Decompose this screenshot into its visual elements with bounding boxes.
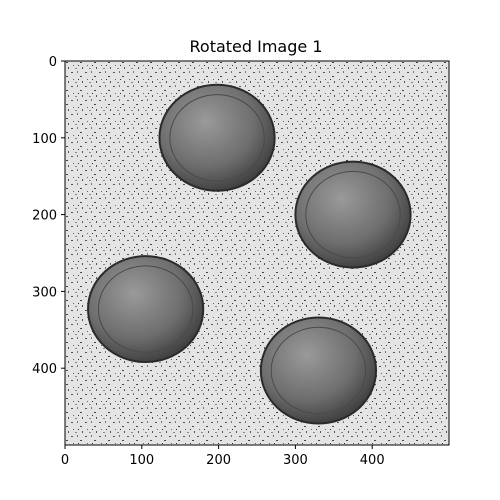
coin-rim — [270, 326, 367, 415]
x-tick-label: 400 — [360, 453, 385, 468]
coin-body — [294, 160, 412, 269]
coin-4 — [259, 316, 378, 425]
coin-1 — [158, 83, 276, 192]
x-tick-label: 200 — [206, 453, 231, 468]
coin-body — [158, 83, 276, 192]
chart-title: Rotated Image 1 — [190, 37, 323, 56]
y-tick-label: 200 — [32, 209, 57, 224]
x-tick-label: 0 — [61, 453, 69, 468]
coin-rim — [305, 170, 401, 259]
axes-frame — [64, 60, 450, 446]
y-tick-label: 400 — [32, 362, 57, 377]
coin-rim — [169, 94, 265, 182]
coin-3 — [87, 255, 205, 364]
plot-area — [65, 61, 449, 445]
coin-body — [87, 255, 205, 364]
coin-body — [259, 316, 378, 425]
x-tick-label: 100 — [129, 453, 154, 468]
coin-2 — [294, 160, 412, 269]
y-tick-label: 100 — [32, 132, 57, 147]
y-tick-label: 0 — [49, 55, 57, 70]
y-axis: 0 100 200 300 400 — [32, 55, 65, 377]
x-tick-label: 300 — [283, 453, 308, 468]
coins-layer — [87, 83, 412, 425]
x-axis: 0 100 200 300 400 — [61, 445, 385, 468]
y-tick-label: 300 — [32, 285, 57, 300]
coin-rim — [97, 265, 194, 353]
